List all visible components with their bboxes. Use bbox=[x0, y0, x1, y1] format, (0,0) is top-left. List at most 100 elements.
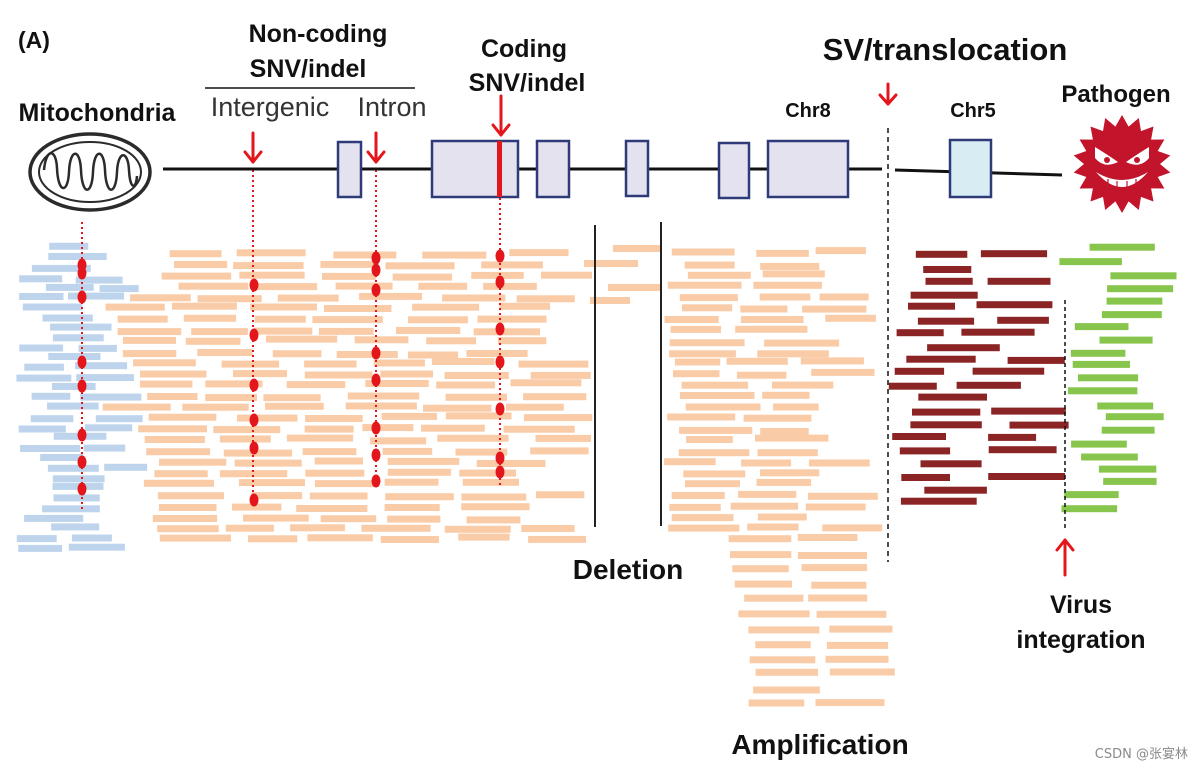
mitochondrial-read bbox=[76, 374, 134, 382]
pathogen-left-pupil bbox=[1104, 157, 1110, 163]
virus-integration-arrow bbox=[1055, 538, 1075, 577]
nuclear-read bbox=[320, 260, 378, 268]
pathogen-label: Pathogen bbox=[1061, 81, 1170, 108]
nuclear-read bbox=[277, 294, 339, 302]
pathogen-read bbox=[1061, 505, 1118, 513]
nuclear-read bbox=[679, 392, 755, 399]
nuclear-read bbox=[117, 315, 168, 323]
pathogen-left-eye bbox=[1095, 147, 1118, 165]
nuclear-read bbox=[183, 314, 237, 322]
mitochondrial-read bbox=[30, 415, 74, 423]
nuclear-read bbox=[290, 524, 345, 532]
intergenic-label: Intergenic bbox=[211, 92, 330, 122]
nuclear-read bbox=[521, 525, 575, 532]
nuclear-read bbox=[248, 535, 298, 543]
nuclear-read bbox=[239, 271, 305, 279]
amplified-read bbox=[816, 610, 887, 618]
variant-allele-dot bbox=[249, 278, 259, 292]
nuclear-read bbox=[509, 249, 569, 257]
nuclear-read bbox=[466, 350, 528, 357]
mitochondrial-read bbox=[78, 344, 117, 352]
nuclear-read bbox=[305, 415, 363, 422]
nuclear-read bbox=[523, 393, 587, 401]
nuclear-read bbox=[518, 360, 589, 368]
nuclear-read bbox=[143, 479, 214, 487]
nuclear-read bbox=[365, 380, 429, 387]
nuclear-read bbox=[236, 249, 306, 257]
variant-allele-dot bbox=[371, 373, 381, 387]
nuclear-read bbox=[762, 270, 825, 278]
nuclear-read bbox=[674, 358, 721, 366]
nuclear-read bbox=[670, 325, 721, 333]
nuclear-read bbox=[736, 371, 787, 379]
mitochondrial-read bbox=[31, 264, 91, 272]
nuclear-read bbox=[232, 503, 282, 511]
nuclear-read bbox=[345, 402, 417, 410]
nuclear-read bbox=[458, 533, 510, 541]
nuclear-read bbox=[333, 251, 397, 259]
nuclear-read bbox=[444, 372, 509, 379]
nuclear-read bbox=[144, 436, 205, 443]
nuclear-read bbox=[152, 515, 218, 522]
deletion-label: Deletion bbox=[573, 554, 683, 585]
variant-allele-dot bbox=[371, 421, 381, 435]
nuclear-read bbox=[304, 371, 373, 379]
intron-label: Intron bbox=[357, 92, 426, 122]
variant-allele-dot bbox=[495, 465, 505, 479]
variant-allele-dot bbox=[371, 474, 381, 488]
nuclear-read bbox=[191, 328, 248, 336]
exon-2 bbox=[430, 139, 520, 199]
sv-translocation-label: SV/translocation bbox=[823, 32, 1068, 67]
nuclear-read bbox=[590, 297, 630, 304]
mitochondrial-read bbox=[48, 253, 107, 260]
mitochondria-icon bbox=[28, 132, 152, 212]
nuclear-read bbox=[753, 281, 822, 289]
nuclear-read bbox=[664, 316, 719, 323]
nuclear-read bbox=[147, 393, 198, 400]
nuclear-read bbox=[336, 351, 398, 358]
nuclear-read bbox=[740, 305, 788, 313]
nuclear-read bbox=[681, 381, 749, 389]
pathogen-read bbox=[1089, 243, 1155, 251]
nuclear-read bbox=[381, 412, 437, 420]
nuclear-read bbox=[423, 404, 492, 412]
nuclear-read bbox=[296, 505, 368, 512]
nuclear-read bbox=[679, 426, 753, 434]
pathogen-read bbox=[1105, 413, 1164, 421]
nuclear-read bbox=[408, 316, 468, 324]
nuclear-read bbox=[263, 394, 321, 402]
chr5-read bbox=[896, 329, 944, 337]
amplified-read bbox=[755, 641, 811, 649]
mitochondrial-read bbox=[24, 363, 64, 371]
nuclear-read bbox=[760, 428, 809, 435]
nuclear-read bbox=[286, 434, 354, 442]
variant-allele-dot bbox=[495, 249, 505, 263]
nuclear-read bbox=[221, 360, 280, 368]
pathogen-read bbox=[1078, 374, 1139, 382]
nuclear-read bbox=[726, 357, 788, 365]
mitochondrial-read bbox=[42, 314, 93, 322]
nuclear-read bbox=[760, 262, 820, 270]
coding-arrow bbox=[491, 94, 511, 137]
amplified-read bbox=[811, 581, 867, 589]
nuclear-read bbox=[265, 335, 338, 343]
nuclear-read bbox=[815, 247, 866, 255]
nuclear-read bbox=[234, 459, 302, 467]
nuclear-read bbox=[757, 449, 818, 457]
nuclear-read bbox=[387, 468, 451, 476]
nuclear-read bbox=[314, 480, 376, 488]
nuclear-read bbox=[373, 359, 425, 367]
nuclear-read bbox=[683, 470, 746, 478]
amplified-read bbox=[825, 655, 889, 663]
nuclear-read bbox=[686, 436, 733, 443]
nuclear-read bbox=[466, 516, 521, 524]
mitochondrial-read bbox=[18, 425, 66, 433]
chr5-read bbox=[900, 497, 977, 505]
amplified-read bbox=[732, 565, 789, 573]
nuclear-read bbox=[320, 515, 377, 523]
pathogen-read bbox=[1097, 402, 1154, 410]
variant-allele-dot bbox=[77, 290, 87, 304]
exon-6 bbox=[766, 139, 850, 199]
nuclear-read bbox=[530, 371, 591, 379]
